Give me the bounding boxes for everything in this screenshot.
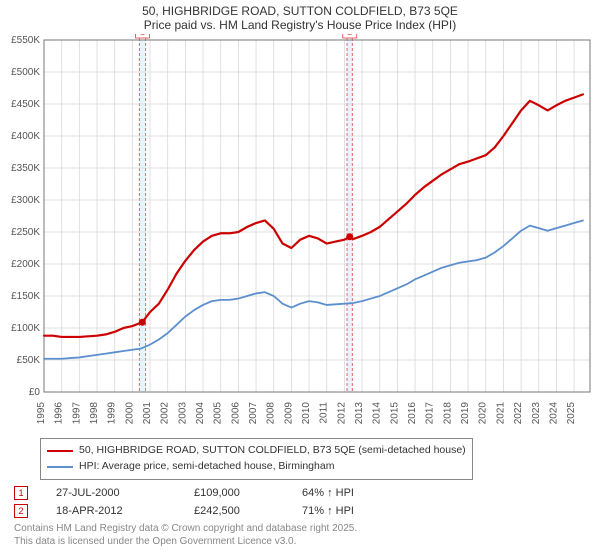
svg-text:£500K: £500K: [11, 67, 40, 78]
svg-text:1995: 1995: [36, 402, 47, 425]
svg-text:£300K: £300K: [11, 195, 40, 206]
transaction-marker: 2: [14, 504, 28, 518]
svg-text:1: 1: [140, 34, 145, 37]
svg-text:2004: 2004: [195, 402, 206, 425]
chart-title: 50, HIGHBRIDGE ROAD, SUTTON COLDFIELD, B…: [0, 0, 600, 34]
transaction-marker: 1: [14, 486, 28, 500]
transaction-pct: 71% ↑ HPI: [302, 505, 354, 517]
title-address: 50, HIGHBRIDGE ROAD, SUTTON COLDFIELD, B…: [0, 4, 600, 18]
svg-text:2007: 2007: [248, 402, 259, 425]
transaction-date: 18-APR-2012: [56, 505, 166, 517]
svg-text:2009: 2009: [283, 402, 294, 425]
transactions-table: 1 27-JUL-2000 £109,000 64% ↑ HPI 2 18-APR-201…: [14, 486, 590, 518]
legend-swatch: [47, 466, 73, 468]
svg-text:£50K: £50K: [17, 355, 41, 366]
svg-text:2006: 2006: [230, 402, 241, 425]
transaction-price: £242,500: [194, 505, 274, 517]
footer-line1: Contains HM Land Registry data © Crown c…: [14, 522, 590, 535]
svg-text:1997: 1997: [71, 402, 82, 425]
svg-text:£100K: £100K: [11, 323, 40, 334]
svg-text:£200K: £200K: [11, 259, 40, 270]
chart-svg: 1 2 £0 £50K £100K £150K £200K £250K £300K £350K £4…: [0, 34, 600, 434]
transaction-date: 27-JUL-2000: [56, 487, 166, 499]
svg-text:1996: 1996: [54, 402, 65, 425]
transaction-price: £109,000: [194, 487, 274, 499]
footer-credits: Contains HM Land Registry data © Crown c…: [14, 522, 590, 548]
svg-text:£350K: £350K: [11, 163, 40, 174]
svg-text:£550K: £550K: [11, 35, 40, 46]
svg-text:2001: 2001: [142, 402, 153, 425]
svg-text:1999: 1999: [107, 402, 118, 425]
svg-text:2022: 2022: [513, 402, 524, 425]
transaction-row: 2 18-APR-2012 £242,500 71% ↑ HPI: [14, 504, 590, 518]
svg-text:2: 2: [347, 34, 352, 37]
svg-text:2005: 2005: [213, 402, 224, 425]
transaction-row: 1 27-JUL-2000 £109,000 64% ↑ HPI: [14, 486, 590, 500]
legend-swatch: [47, 450, 73, 452]
svg-text:2011: 2011: [319, 402, 330, 424]
svg-text:2010: 2010: [301, 402, 312, 425]
svg-text:£250K: £250K: [11, 227, 40, 238]
svg-text:2024: 2024: [548, 402, 559, 425]
svg-text:2025: 2025: [566, 402, 577, 425]
price-chart: 1 2 £0 £50K £100K £150K £200K £250K £300K £350K £4…: [0, 34, 600, 434]
svg-text:2000: 2000: [124, 402, 135, 425]
svg-text:1998: 1998: [89, 402, 100, 425]
legend-label: 50, HIGHBRIDGE ROAD, SUTTON COLDFIELD, B…: [79, 443, 466, 459]
svg-text:£0: £0: [29, 387, 41, 398]
svg-text:2013: 2013: [354, 402, 365, 425]
footer-line2: This data is licensed under the Open Gov…: [14, 535, 590, 548]
svg-text:2016: 2016: [407, 402, 418, 425]
svg-text:2020: 2020: [478, 402, 489, 425]
svg-text:2014: 2014: [372, 402, 383, 425]
svg-text:£150K: £150K: [11, 291, 40, 302]
legend-label: HPI: Average price, semi-detached house,…: [79, 459, 334, 475]
svg-text:2017: 2017: [425, 402, 436, 425]
svg-text:2019: 2019: [460, 402, 471, 425]
svg-text:2021: 2021: [495, 402, 506, 425]
svg-text:2012: 2012: [336, 402, 347, 425]
legend: 50, HIGHBRIDGE ROAD, SUTTON COLDFIELD, B…: [40, 438, 473, 480]
legend-item: HPI: Average price, semi-detached house,…: [47, 459, 466, 475]
svg-text:2008: 2008: [266, 402, 277, 425]
title-subtitle: Price paid vs. HM Land Registry's House …: [0, 18, 600, 32]
svg-text:2002: 2002: [160, 402, 171, 425]
svg-text:£450K: £450K: [11, 99, 40, 110]
svg-text:£400K: £400K: [11, 131, 40, 142]
svg-text:2003: 2003: [177, 402, 188, 425]
svg-text:2023: 2023: [531, 402, 542, 425]
transaction-pct: 64% ↑ HPI: [302, 487, 354, 499]
legend-item: 50, HIGHBRIDGE ROAD, SUTTON COLDFIELD, B…: [47, 443, 466, 459]
svg-text:2015: 2015: [389, 402, 400, 425]
svg-text:2018: 2018: [442, 402, 453, 425]
